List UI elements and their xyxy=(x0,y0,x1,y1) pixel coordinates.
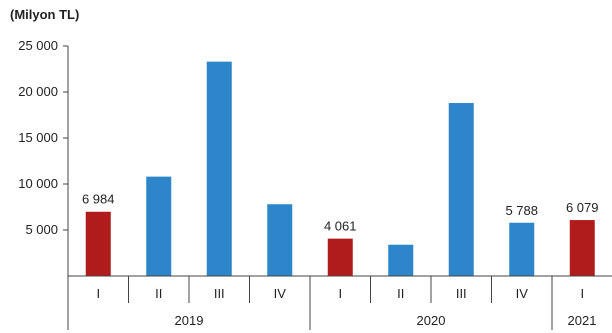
bars: 6 984 4 061 5 788 6 079 xyxy=(82,61,599,276)
data-label: 6 984 xyxy=(82,192,115,207)
x-year-label: 2019 xyxy=(175,313,204,328)
bar xyxy=(85,211,111,276)
x-category-label: III xyxy=(214,286,225,301)
x-category-label: II xyxy=(397,286,404,301)
y-tick-label: 15 000 xyxy=(18,130,58,145)
data-label: 5 788 xyxy=(505,203,538,218)
x-category-label: IV xyxy=(516,286,529,301)
x-category-label: I xyxy=(580,286,584,301)
y-tick-label: 20 000 xyxy=(18,84,58,99)
unit-label: (Milyon TL) xyxy=(10,7,79,22)
bar xyxy=(146,176,172,276)
x-category-label: I xyxy=(338,286,342,301)
bar xyxy=(388,244,414,276)
x-category-label: III xyxy=(456,286,467,301)
y-tick-label: 10 000 xyxy=(18,176,58,191)
x-year-label: 2021 xyxy=(568,313,597,328)
data-label: 4 061 xyxy=(324,219,357,234)
bar xyxy=(206,61,232,276)
x-year-label: 2020 xyxy=(417,313,446,328)
bar xyxy=(448,103,474,276)
y-axis: 5 000 10 000 15 000 20 000 25 000 xyxy=(18,38,69,276)
y-tick-label: 25 000 xyxy=(18,38,58,53)
data-label: 6 079 xyxy=(566,200,599,215)
y-tick-label: 5 000 xyxy=(25,222,58,237)
bar xyxy=(569,220,595,276)
x-category-label: IV xyxy=(274,286,287,301)
bar xyxy=(267,204,293,276)
bar xyxy=(327,238,353,276)
x-category-label: I xyxy=(96,286,100,301)
bar xyxy=(509,222,535,276)
x-category-label: II xyxy=(155,286,162,301)
